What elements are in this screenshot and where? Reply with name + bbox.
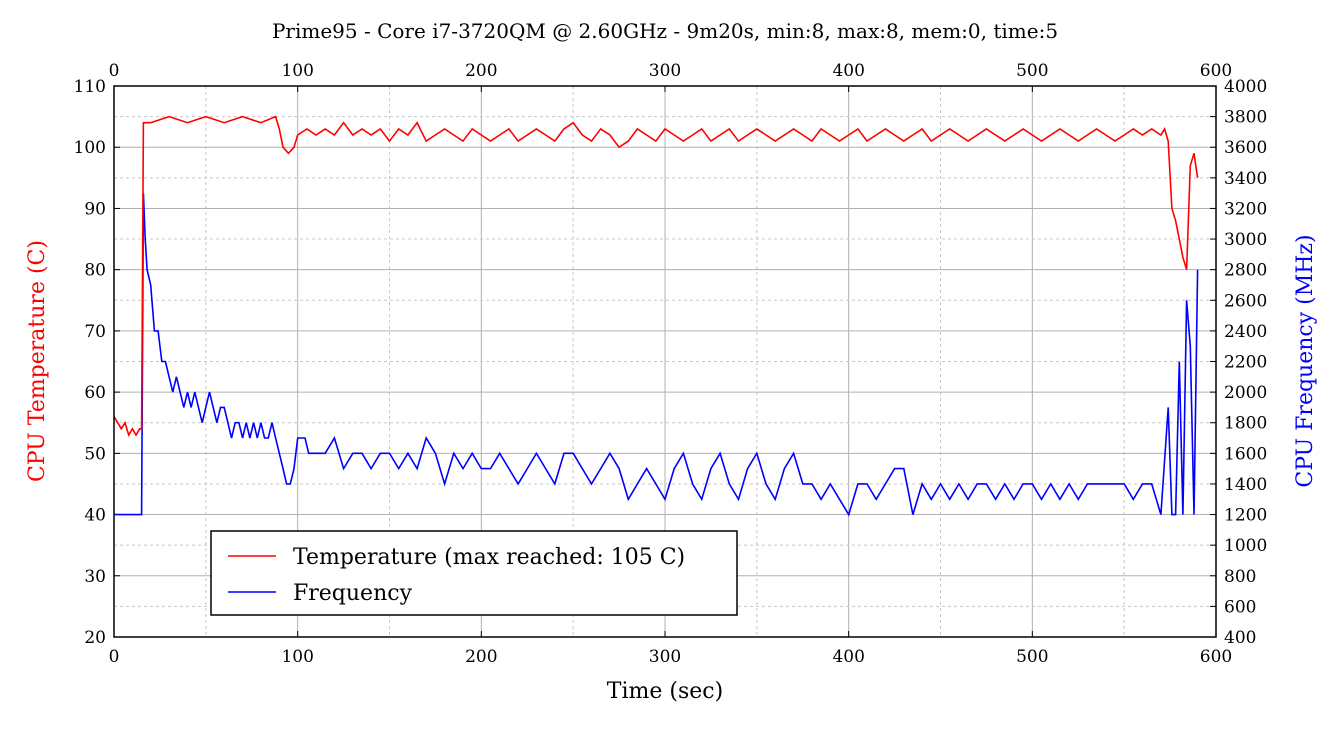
y-right-tick-label: 1600: [1224, 444, 1267, 464]
y-right-tick-label: 800: [1224, 567, 1256, 587]
temperature-series-line: [113, 115, 1199, 437]
legend-box: [210, 530, 738, 616]
y-right-tick-label: 3400: [1224, 169, 1267, 189]
x-tick-label-top: 600: [1200, 61, 1232, 81]
y-right-tick-label: 2200: [1224, 353, 1267, 373]
x-tick-label-bottom: 100: [281, 647, 313, 667]
y-right-tick-label: 1800: [1224, 414, 1267, 434]
y-left-tick-label: 60: [84, 383, 106, 403]
x-tick-label-bottom: 0: [109, 647, 120, 667]
y-right-tick-label: 3600: [1224, 138, 1267, 158]
bottom-axis: 0 100 200 300 400 500 600: [109, 631, 1232, 667]
y-right-tick-label: 3200: [1224, 199, 1267, 219]
x-tick-label-bottom: 400: [832, 647, 864, 667]
y-left-axis-label: CPU Temperature (C): [25, 240, 50, 482]
y-right-tick-label: 4000: [1224, 77, 1267, 97]
x-tick-label-bottom: 500: [1016, 647, 1048, 667]
x-tick-label-bottom: 600: [1200, 647, 1232, 667]
y-left-tick-label: 50: [84, 444, 106, 464]
plot-frame: [113, 85, 1217, 638]
y-right-tick-label: 1400: [1224, 475, 1267, 495]
y-left-tick-label: 70: [84, 322, 106, 342]
x-tick-label-bottom: 300: [649, 647, 681, 667]
legend-frequency-label: Frequency: [293, 581, 413, 606]
y-right-axis-label: CPU Frequency (MHz): [1293, 234, 1318, 487]
right-axis: 400 600 800 1000 1200 1400 1600 1800 2000 2200 240…: [1210, 77, 1267, 648]
x-tick-label-top: 0: [109, 61, 120, 81]
y-right-tick-label: 2000: [1224, 383, 1267, 403]
y-right-tick-label: 400: [1224, 628, 1256, 648]
y-left-tick-label: 90: [84, 199, 106, 219]
x-tick-label-top: 200: [465, 61, 497, 81]
y-right-tick-label: 3000: [1224, 230, 1267, 250]
y-left-tick-label: 30: [84, 567, 106, 587]
top-axis: 0 100 200 300 400 500 600: [109, 61, 1232, 92]
y-right-tick-label: 3800: [1224, 108, 1267, 128]
y-right-tick-label: 600: [1224, 597, 1256, 617]
y-left-tick-label: 100: [74, 138, 106, 158]
y-right-tick-label: 1200: [1224, 506, 1267, 526]
y-right-tick-label: 2400: [1224, 322, 1267, 342]
x-tick-label-bottom: 200: [465, 647, 497, 667]
y-left-tick-label: 40: [84, 506, 106, 526]
y-left-tick-label: 110: [74, 77, 106, 97]
y-right-tick-label: 2800: [1224, 261, 1267, 281]
x-tick-label-top: 300: [649, 61, 681, 81]
chart-title: Prime95 - Core i7-3720QM @ 2.60GHz - 9m2…: [272, 19, 1058, 43]
y-right-tick-label: 2600: [1224, 291, 1267, 311]
x-tick-label-top: 400: [832, 61, 864, 81]
x-tick-label-top: 100: [281, 61, 313, 81]
frequency-series-line: [114, 193, 1199, 517]
x-tick-label-top: 500: [1016, 61, 1048, 81]
y-left-tick-label: 80: [84, 261, 106, 281]
y-right-tick-label: 1000: [1224, 536, 1267, 556]
legend: Temperature (max reached: 105 C) Frequen…: [210, 530, 738, 616]
y-left-tick-label: 20: [84, 628, 106, 648]
legend-temperature-label: Temperature (max reached: 105 C): [293, 545, 685, 570]
left-axis: 20 30 40 50 60 70 80 90 100 110: [74, 77, 120, 648]
x-axis-label: Time (sec): [607, 679, 723, 704]
